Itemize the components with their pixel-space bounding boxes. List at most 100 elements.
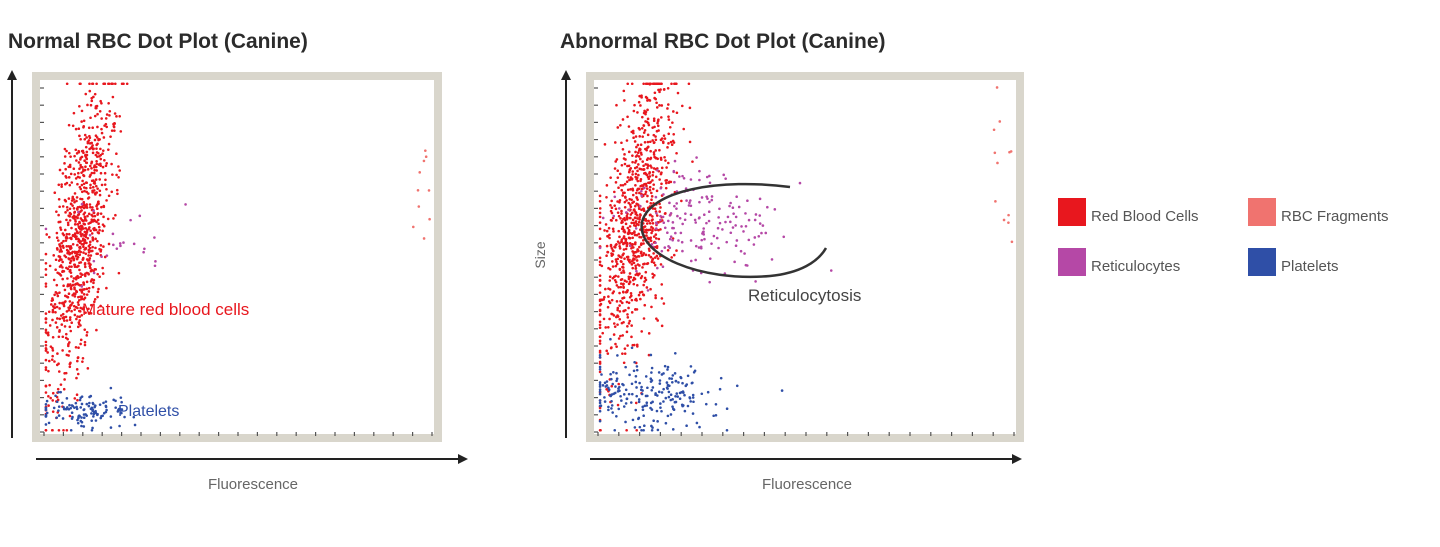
data-point: [737, 205, 741, 209]
data-point: [671, 428, 675, 431]
data-point: [698, 425, 701, 429]
data-point: [683, 393, 686, 397]
data-point: [656, 420, 659, 423]
legend-swatch-rbc-fragments: [1248, 198, 1276, 226]
data-point: [101, 152, 104, 155]
data-point: [620, 209, 623, 213]
reticulocytosis-gate: [640, 182, 828, 279]
data-point: [635, 365, 639, 368]
data-point: [626, 232, 630, 235]
data-point: [68, 257, 71, 261]
data-point: [635, 196, 638, 199]
data-point: [710, 195, 714, 198]
data-point: [87, 212, 91, 216]
data-point: [674, 379, 678, 383]
data-point: [607, 295, 610, 298]
data-point: [637, 220, 641, 224]
data-point: [616, 176, 620, 179]
data-point: [629, 401, 633, 404]
data-point: [95, 184, 98, 188]
data-point: [635, 428, 638, 432]
data-point: [686, 374, 690, 378]
data-point: [702, 213, 706, 217]
data-point: [68, 151, 71, 155]
data-point: [80, 224, 84, 228]
data-point: [648, 181, 651, 185]
data-point: [88, 233, 92, 237]
data-point: [82, 416, 86, 420]
data-point: [694, 244, 698, 248]
data-point: [633, 166, 637, 170]
data-point: [67, 354, 70, 357]
data-point: [77, 295, 80, 299]
data-point: [651, 227, 655, 230]
data-point: [63, 147, 67, 151]
data-point: [85, 334, 89, 337]
data-point: [105, 162, 108, 165]
data-point: [670, 143, 674, 147]
data-point: [654, 227, 658, 230]
data-point: [638, 381, 641, 385]
data-point: [627, 259, 631, 263]
data-point: [73, 173, 77, 176]
x-axis-arrow-icon: [1012, 454, 1022, 464]
data-point: [635, 188, 639, 192]
data-point: [632, 200, 636, 204]
data-point: [112, 217, 115, 220]
data-point: [691, 412, 695, 415]
legend-item-red-blood-cells: Red Blood Cells: [1058, 198, 1199, 226]
data-point: [74, 177, 78, 180]
data-point: [598, 390, 602, 393]
data-point: [734, 244, 738, 248]
data-point: [89, 394, 93, 398]
data-point: [622, 361, 626, 365]
data-point: [647, 123, 651, 127]
data-point: [645, 200, 649, 203]
data-point: [698, 169, 701, 173]
data-point: [68, 318, 72, 322]
data-point: [615, 260, 618, 263]
data-point: [76, 325, 80, 329]
data-point: [598, 399, 602, 402]
data-point: [621, 334, 625, 337]
data-point: [630, 82, 634, 86]
data-point: [626, 255, 630, 259]
data-point: [105, 113, 109, 116]
data-point: [85, 293, 89, 296]
data-point: [73, 233, 77, 236]
data-point: [650, 242, 654, 246]
data-point: [668, 201, 671, 205]
data-point: [654, 149, 657, 152]
data-point: [640, 330, 644, 333]
data-point: [651, 173, 655, 177]
data-point: [624, 388, 628, 392]
data-point: [610, 404, 614, 407]
series-rbc-fragments: [411, 149, 431, 240]
data-point: [47, 310, 51, 314]
data-point: [610, 312, 613, 316]
data-point: [615, 371, 618, 375]
data-point: [654, 237, 658, 240]
data-point: [107, 101, 110, 105]
data-point: [411, 225, 415, 229]
data-point: [111, 232, 115, 236]
data-point: [79, 246, 82, 250]
data-point: [96, 290, 100, 294]
data-point: [613, 195, 617, 199]
data-point: [651, 82, 655, 86]
data-point: [670, 377, 674, 380]
data-point: [645, 404, 649, 407]
data-point: [76, 372, 80, 376]
data-point: [674, 394, 677, 398]
data-point: [92, 415, 95, 418]
data-point: [665, 166, 668, 169]
data-point: [770, 258, 774, 261]
data-point: [69, 361, 72, 365]
data-point: [664, 186, 668, 190]
data-point: [81, 257, 85, 261]
data-point: [631, 236, 634, 240]
data-point: [107, 194, 111, 198]
data-point: [598, 383, 602, 387]
data-point: [642, 252, 646, 255]
data-point: [83, 211, 87, 214]
